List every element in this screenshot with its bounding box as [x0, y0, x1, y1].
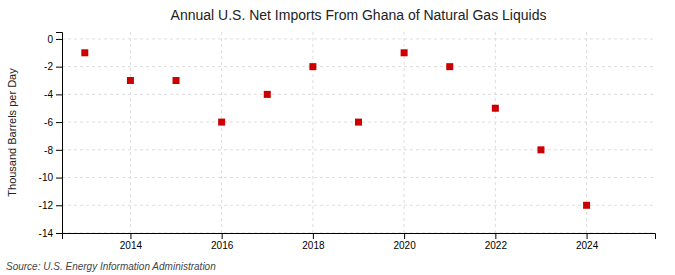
x-tick-mark	[222, 233, 223, 239]
y-tick: -4	[44, 89, 62, 100]
y-tick-label: -10	[39, 172, 54, 183]
point	[264, 91, 271, 98]
y-tick-label: -14	[39, 228, 54, 239]
y-tick-mark	[56, 150, 62, 151]
y-tick: -2	[44, 61, 62, 72]
x-tick-mark	[404, 233, 405, 239]
point	[218, 119, 225, 126]
y-tick-label: -8	[44, 145, 53, 156]
grid-line-y	[62, 177, 655, 178]
x-tick-label: 2024	[576, 240, 599, 251]
grid	[62, 32, 655, 233]
grid-line-y	[62, 205, 655, 206]
x-tick-label: 2016	[211, 240, 234, 251]
x-tick-label: 2014	[120, 240, 143, 251]
grid-line-x	[312, 32, 313, 233]
point	[127, 77, 134, 84]
y-tick-mark	[56, 94, 62, 95]
point	[537, 146, 544, 153]
x-tick-mark	[313, 233, 314, 239]
y-tick: -8	[44, 145, 62, 156]
x-tick-mark	[495, 233, 496, 239]
y-axis-title: Thousand Barrels per Day	[6, 68, 18, 197]
y-tick-mark	[56, 122, 62, 123]
y-axis-line	[56, 33, 63, 234]
y-tick: -10	[39, 172, 62, 183]
grid-line-x	[495, 32, 496, 233]
grid-line-x	[130, 32, 131, 233]
x-tick: 2014	[120, 233, 143, 251]
y-tick-label: -2	[44, 61, 53, 72]
x-tick: 2016	[211, 233, 234, 251]
x-tick-label: 2022	[485, 240, 508, 251]
y-tick-mark	[56, 67, 62, 68]
y-tick-mark	[56, 233, 62, 234]
grid-line-y	[62, 94, 655, 95]
y-tick: 0	[47, 34, 62, 45]
x-tick-mark	[130, 233, 131, 239]
point	[492, 105, 499, 112]
y-tick-label: 0	[47, 34, 53, 45]
chart: 2014 2016 2018 2020 2022 2024 0 -2 -4 -6 -8 -10 -12 -…	[0, 0, 675, 275]
title: Annual U.S. Net Imports From Ghana of Na…	[171, 7, 547, 23]
point	[81, 49, 88, 56]
y-tick: -14	[39, 228, 62, 239]
y-axis: 0 -2 -4 -6 -8 -10 -12 -14	[39, 33, 63, 239]
point	[446, 63, 453, 70]
x-tick-label: 2018	[302, 240, 325, 251]
x-tick: 2022	[485, 233, 508, 251]
x-tick: 2020	[393, 233, 416, 251]
y-tick-mark	[56, 178, 62, 179]
y-tick-mark	[56, 39, 62, 40]
plot-area: 2014 2016 2018 2020 2022 2024 0 -2 -4 -6 -8 -10 -12 -…	[39, 32, 656, 251]
x-tick-label: 2020	[393, 240, 416, 251]
grid-line-y	[62, 38, 655, 39]
point	[173, 77, 180, 84]
x-tick: 2024	[576, 233, 599, 251]
marks	[81, 49, 590, 208]
x-axis-line	[63, 234, 656, 240]
x-tick-mark	[587, 233, 588, 239]
y-tick-label: -6	[44, 117, 53, 128]
point	[583, 202, 590, 209]
grid-line-x	[404, 32, 405, 233]
y-tick: -12	[39, 200, 62, 211]
point	[401, 49, 408, 56]
grid-line-x	[221, 32, 222, 233]
x-tick: 2018	[302, 233, 325, 251]
y-tick: -6	[44, 117, 62, 128]
grid-line-y	[62, 149, 655, 150]
y-tick-label: -12	[39, 200, 54, 211]
grid-line-y	[62, 66, 655, 67]
source-note: Source: U.S. Energy Information Administ…	[6, 261, 216, 272]
point	[355, 119, 362, 126]
y-tick-mark	[56, 205, 62, 206]
point	[309, 63, 316, 70]
y-tick-label: -4	[44, 89, 53, 100]
x-axis: 2014 2016 2018 2020 2022 2024	[63, 233, 656, 251]
